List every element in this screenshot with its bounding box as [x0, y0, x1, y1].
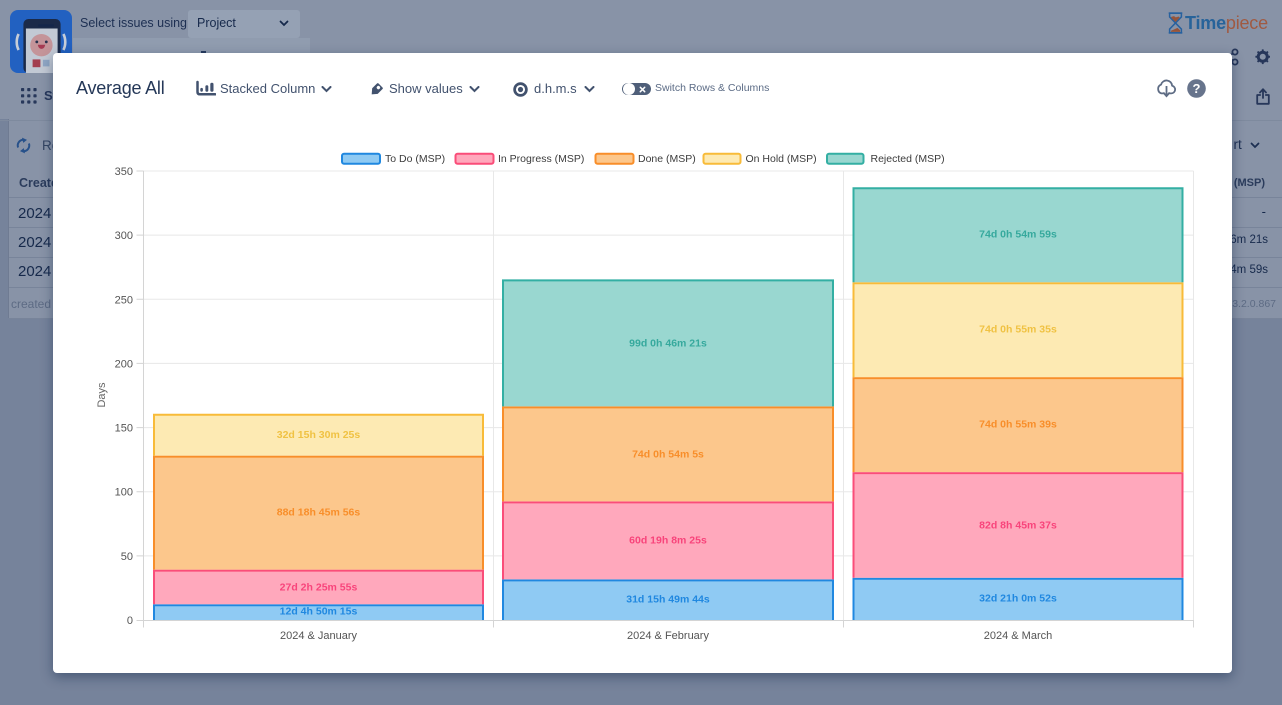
- svg-text:2024 & January: 2024 & January: [280, 630, 358, 642]
- svg-text:32d 15h 30m 25s: 32d 15h 30m 25s: [277, 429, 361, 441]
- svg-text:?: ?: [1192, 81, 1200, 96]
- svg-text:99d 0h 46m 21s: 99d 0h 46m 21s: [629, 338, 707, 350]
- svg-text:300: 300: [115, 230, 133, 242]
- svg-text:Days: Days: [96, 382, 108, 408]
- svg-text:0: 0: [127, 615, 133, 627]
- svg-text:74d 0h 55m 35s: 74d 0h 55m 35s: [979, 324, 1057, 336]
- svg-text:250: 250: [115, 294, 133, 306]
- svg-text:74d 0h 54m 59s: 74d 0h 54m 59s: [979, 229, 1057, 241]
- svg-text:32d 21h 0m 52s: 32d 21h 0m 52s: [979, 593, 1057, 605]
- svg-text:82d 8h 45m 37s: 82d 8h 45m 37s: [979, 520, 1057, 532]
- svg-text:Rejected (MSP): Rejected (MSP): [871, 153, 945, 165]
- svg-text:Done (MSP): Done (MSP): [638, 153, 696, 165]
- svg-text:12d 4h 50m 15s: 12d 4h 50m 15s: [280, 606, 358, 618]
- svg-text:50: 50: [121, 551, 133, 563]
- svg-text:To Do (MSP): To Do (MSP): [385, 153, 445, 165]
- svg-text:On Hold (MSP): On Hold (MSP): [746, 153, 817, 165]
- svg-text:88d 18h 45m 56s: 88d 18h 45m 56s: [277, 507, 361, 519]
- svg-text:74d 0h 54m 5s: 74d 0h 54m 5s: [632, 449, 704, 461]
- svg-text:200: 200: [115, 358, 133, 370]
- svg-text:74d 0h 55m 39s: 74d 0h 55m 39s: [979, 419, 1057, 431]
- svg-text:150: 150: [115, 423, 133, 435]
- svg-text:2024 & February: 2024 & February: [627, 630, 709, 642]
- svg-text:2024 & March: 2024 & March: [984, 630, 1052, 642]
- svg-text:60d 19h 8m 25s: 60d 19h 8m 25s: [629, 535, 707, 547]
- svg-text:31d 15h 49m 44s: 31d 15h 49m 44s: [626, 594, 710, 606]
- svg-text:350: 350: [115, 166, 133, 178]
- svg-text:In Progress (MSP): In Progress (MSP): [498, 153, 584, 165]
- svg-text:27d 2h 25m 55s: 27d 2h 25m 55s: [280, 582, 358, 594]
- svg-text:100: 100: [115, 487, 133, 499]
